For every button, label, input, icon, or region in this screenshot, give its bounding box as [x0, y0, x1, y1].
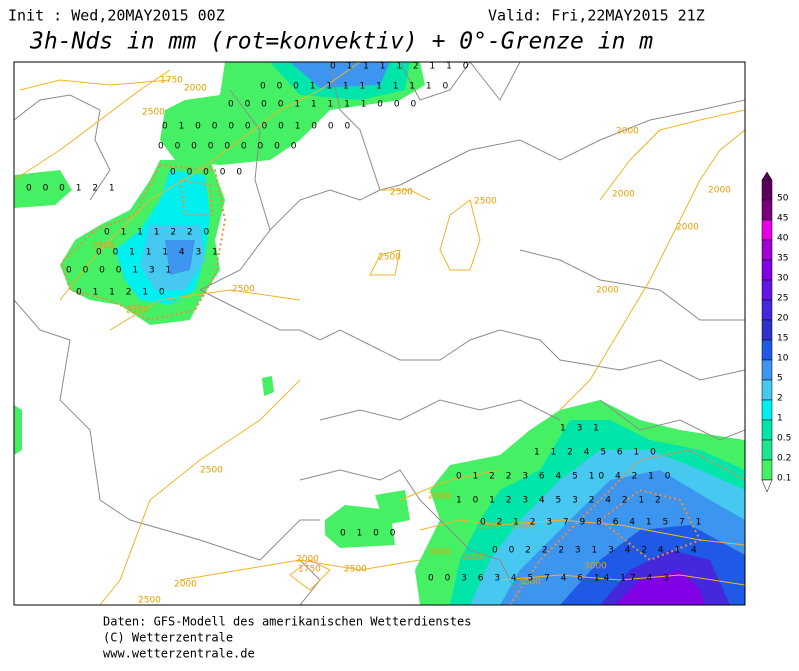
contour-label: 1750: [160, 76, 183, 86]
contour-label: 2500: [390, 188, 413, 198]
precip-label-row: 0 0 0 1 1 1 1 1 1 1 1 0: [260, 82, 452, 92]
colorbar-swatch: [761, 419, 773, 441]
contour-label: 2500: [344, 565, 367, 575]
precip-label-row: 0 0 0 0 0 0 0 0 0: [158, 142, 300, 152]
colorbar-label: 15: [777, 334, 788, 344]
map-title: 3h-Nds in mm (rot=konvektiv) + 0°-Grenze…: [29, 29, 653, 55]
map-layers: 1750 2000 2500 2500 2000 2000 2000 2000 …: [14, 62, 745, 606]
colorbar-swatch: [761, 459, 773, 481]
precip-labels: 0 1 1 1 1 2 1 1 0 0 0 0 1 1 1 1 1 1 1 1 …: [26, 62, 705, 584]
footer-line: Daten: GFS-Modell des amerikanischen Wet…: [103, 615, 471, 629]
colorbar-swatch: [761, 399, 773, 421]
convective-outline: [598, 488, 702, 562]
precip-label-row: 0 0 1 1 1 4 3 1: [96, 248, 222, 258]
precip-label-row: 0 1 0 0 0 0 0 0 1 0 0 0: [162, 122, 354, 132]
contour-label: 2000: [616, 127, 639, 137]
contour-label: 3000: [512, 522, 535, 532]
colorbar-label: 40: [777, 234, 789, 244]
contour-label: 2000: [462, 553, 485, 563]
colorbar-swatch: [761, 279, 773, 301]
precip-label-row: 0 0 0 0 1 1 1 1 1 0 0 0: [228, 100, 420, 110]
precip-label-row: 0 1 1 1 1 2 1 1 0: [330, 62, 472, 72]
colorbar-swatch: [761, 219, 773, 241]
precip-label-row: 0 1 2 2 3 6 4 5 10 4 2 1 0: [456, 472, 675, 482]
precip-label-row: 0 0 2 2 2 3 1 3 4 2 4 1 4: [492, 546, 701, 556]
colorbar-label: 0.1: [777, 474, 791, 484]
colorbar-swatch: [761, 439, 773, 461]
footer-line: (C) Wetterzentrale: [103, 631, 233, 645]
coastlines: [14, 62, 745, 605]
contour-label: 2000: [428, 492, 451, 502]
valid-time: Valid: Fri,22MAY2015 21Z: [488, 7, 705, 25]
contour-label: 2500: [138, 596, 161, 606]
freezing-isolines: [14, 62, 745, 605]
contour-label: 2500: [232, 285, 255, 295]
contour-label: 2500: [92, 242, 115, 252]
colorbar-label: 20: [777, 314, 789, 324]
contour-label: 2500: [200, 466, 223, 476]
contour-label: 2000: [296, 555, 319, 565]
precip-label-row: 0 0 0 0 0: [170, 168, 246, 178]
colorbar-swatch: [761, 359, 773, 381]
contour-labels: 1750 2000 2500 2500 2000 2000 2000 2000 …: [92, 76, 731, 606]
colorbar-label: 1: [777, 414, 783, 424]
colorbar-label: 35: [777, 254, 788, 264]
convective-outline: [178, 178, 214, 216]
precip-label-row: 1 3 1: [560, 424, 603, 434]
contour-label: 2000: [708, 186, 731, 196]
contour-label: 3000: [584, 562, 607, 572]
footer-line: www.wetterzentrale.de: [103, 647, 255, 661]
colorbar-swatch: [761, 179, 773, 201]
colorbar-bottom-cap: [761, 479, 773, 493]
contour-label: 1750: [298, 565, 321, 575]
colorbar-label: 30: [777, 274, 789, 284]
contour-label: 2500: [126, 306, 149, 316]
colorbar-swatch: [761, 299, 773, 321]
contour-label: 2000: [676, 223, 699, 233]
precip-label-row: 0 1 1 2 1 0: [76, 288, 169, 298]
colorbar-label: 45: [777, 214, 788, 224]
contour-label: 2500: [378, 253, 401, 263]
colorbar-swatch: [761, 379, 773, 401]
contour-label: 3000: [428, 548, 451, 558]
contour-label: 2000: [174, 580, 197, 590]
colorbar-label: 50: [777, 194, 789, 204]
init-time: Init : Wed,20MAY2015 00Z: [8, 7, 225, 25]
contour-label: 2500: [478, 522, 501, 532]
contour-label: 2000: [596, 286, 619, 296]
colorbar-swatch: [761, 339, 773, 361]
colorbar-top-cap: [761, 171, 773, 181]
map-frame: [13, 61, 746, 606]
colorbar-swatch: [761, 239, 773, 261]
convective-outline: [60, 163, 227, 322]
contour-label: 3000: [518, 578, 541, 588]
precip-label-row: 0 0 0 0 1 3 1: [66, 266, 175, 276]
colorbar-label: 2: [777, 394, 783, 404]
colorbar-label: 25: [777, 294, 788, 304]
precip-label-row: 0 2 1 2 3 7 9 8 6 4 1 5 7 1: [480, 518, 705, 528]
contour-label: 2000: [184, 84, 207, 94]
contour-label: 2000: [612, 190, 635, 200]
colorbar-label: 5: [777, 374, 783, 384]
colorbar-swatch: [761, 319, 773, 341]
precip-label-row: 0 1 1 1 2 2 0: [104, 228, 213, 238]
precip-label-row: 1 1 2 4 5 6 1 0: [534, 448, 660, 458]
contour-label: 2500: [474, 197, 497, 207]
colorbar-swatch: [761, 199, 773, 221]
precip-label-row: 0 0 3 6 3 4 5 7 4 6 14 17 4 3: [428, 574, 673, 584]
precip-label-row: 0 0 0 1 2 1: [26, 184, 119, 194]
colorbar: 50 45 40 35 30 25 20 15 10 5 2 1 0.5 0.2 0.1: [761, 171, 791, 493]
colorbar-label: 0.2: [777, 454, 791, 464]
precip-label-row: 0 1 0 0: [340, 529, 400, 539]
colorbar-label: 10: [777, 354, 789, 364]
colorbar-label: 0.5: [777, 434, 791, 444]
contour-label: 2500: [142, 108, 165, 118]
convective-outline: [509, 448, 745, 605]
precip-label-row: 1 0 1 2 3 4 5 3 2 4 2 1 2: [456, 496, 665, 506]
colorbar-swatch: [761, 259, 773, 281]
